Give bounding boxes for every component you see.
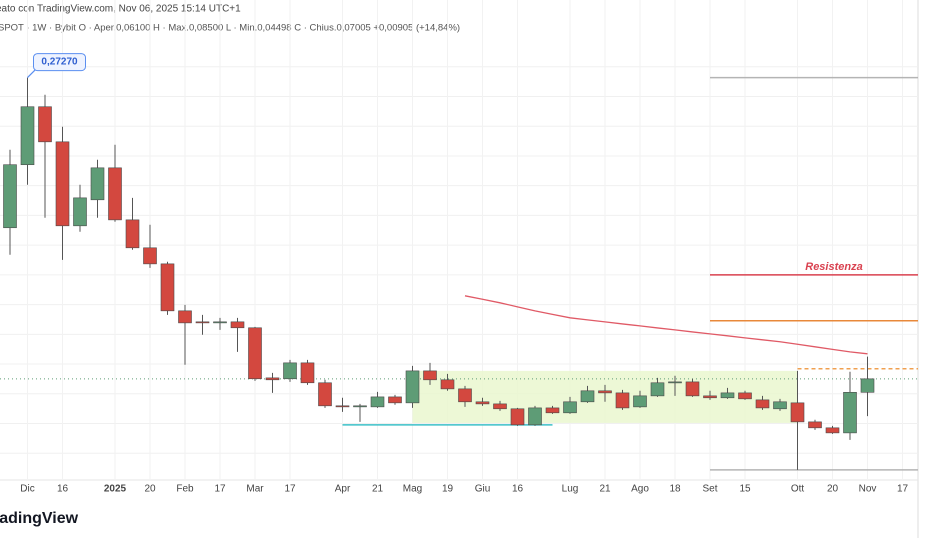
x-tick-label: Set bbox=[702, 484, 717, 495]
x-tick-label: Apr bbox=[335, 484, 351, 495]
candle-body bbox=[545, 407, 560, 414]
candle-body bbox=[808, 421, 822, 429]
x-tick-label: 21 bbox=[599, 484, 611, 495]
candle-body bbox=[55, 141, 70, 227]
candle-body bbox=[563, 401, 577, 414]
x-tick-label: 17 bbox=[284, 484, 296, 495]
plot: Dic 16 2025 20 Feb 17 Mar 17 Apr 21 Mag 19 Giu 16 Lug 2… bbox=[0, 0, 918, 495]
candle-body bbox=[510, 408, 525, 426]
candle-body bbox=[195, 321, 210, 324]
candle-body bbox=[528, 407, 542, 426]
candle-body bbox=[458, 388, 472, 403]
candle-body bbox=[440, 379, 455, 390]
header-line2: SPOT · 1W · Bybit O · Aper.0,06100 H · M… bbox=[0, 23, 460, 34]
candle-body bbox=[720, 392, 735, 399]
x-tick-label: 20 bbox=[827, 484, 839, 495]
candle-body bbox=[143, 247, 157, 265]
candle-body bbox=[825, 427, 840, 434]
x-tick-label: 16 bbox=[57, 484, 69, 495]
callout-box bbox=[33, 53, 86, 72]
header-line1: eato con TradingView.com, Nov 06, 2025 1… bbox=[0, 4, 241, 15]
candle-body bbox=[773, 401, 787, 410]
candle-body bbox=[300, 362, 315, 384]
candle-body bbox=[738, 392, 752, 400]
candle-body bbox=[125, 219, 140, 249]
candle-body bbox=[370, 396, 385, 408]
x-tick-label: Lug bbox=[562, 484, 579, 495]
x-tick-label: 16 bbox=[512, 484, 524, 495]
candle-body bbox=[790, 402, 805, 423]
candle-body bbox=[475, 401, 490, 405]
x-tick-label: 2025 bbox=[104, 484, 127, 495]
candle-body bbox=[108, 167, 122, 221]
candle-body bbox=[633, 395, 647, 408]
x-tick-label: 20 bbox=[144, 484, 156, 495]
candle-body bbox=[283, 362, 297, 380]
callout-pointer bbox=[27, 69, 36, 79]
level-label: Resistenza bbox=[805, 261, 862, 273]
candle-body bbox=[615, 392, 630, 409]
candle-body bbox=[703, 395, 717, 399]
candle-body bbox=[860, 378, 875, 393]
candle-body bbox=[335, 405, 350, 408]
candle-body bbox=[230, 321, 245, 329]
candle-body bbox=[580, 390, 595, 403]
candle-body bbox=[650, 382, 665, 397]
x-tick-label: 17 bbox=[897, 484, 909, 495]
x-tick-label: Mag bbox=[403, 484, 422, 495]
candle-body bbox=[668, 381, 682, 384]
x-tick-label: 19 bbox=[442, 484, 454, 495]
candle-body bbox=[493, 403, 507, 410]
x-tick-label: Mar bbox=[246, 484, 264, 495]
candle-body bbox=[405, 370, 420, 404]
candle-body bbox=[388, 396, 402, 404]
x-tick-label: 15 bbox=[739, 484, 751, 495]
x-tick-label: Nov bbox=[859, 484, 877, 495]
candle-body bbox=[73, 197, 87, 227]
callout-label: 0,27270 bbox=[41, 57, 78, 68]
candle-body bbox=[843, 391, 857, 434]
x-tick-label: Feb bbox=[176, 484, 194, 495]
candle-body bbox=[38, 106, 52, 143]
x-tick-label: Giu bbox=[475, 484, 491, 495]
moving-average bbox=[464, 295, 868, 355]
candle-body bbox=[90, 167, 105, 201]
candle-body bbox=[160, 263, 175, 312]
candle-body bbox=[755, 399, 770, 409]
candle-body bbox=[265, 377, 280, 381]
candle-body bbox=[318, 382, 332, 407]
x-tick-label: Ago bbox=[631, 484, 649, 495]
x-tick-label: 18 bbox=[669, 484, 681, 495]
logo: radingView bbox=[0, 510, 79, 527]
candle-body bbox=[598, 390, 612, 394]
candle-body bbox=[178, 310, 192, 324]
x-tick-label: Dic bbox=[20, 484, 34, 495]
candle-body bbox=[213, 321, 227, 324]
candle-body bbox=[248, 327, 262, 380]
candle-body bbox=[423, 370, 437, 381]
x-tick-label: 21 bbox=[372, 484, 384, 495]
candle-body bbox=[3, 164, 17, 229]
x-tick-label: 17 bbox=[214, 484, 226, 495]
candle-body bbox=[353, 405, 367, 408]
x-tick-label: Ott bbox=[791, 484, 805, 495]
candle-body bbox=[685, 381, 700, 397]
candle-body bbox=[20, 106, 35, 166]
